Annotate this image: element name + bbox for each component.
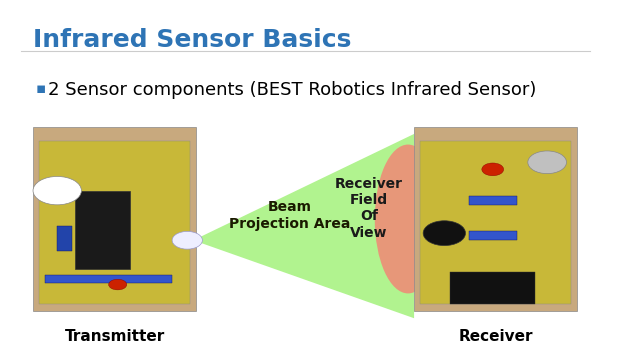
Bar [57,226,72,251]
Text: Receiver
Field
Of
View: Receiver Field Of View [335,177,403,240]
Text: 2 Sensor components (BEST Robotics Infrared Sensor): 2 Sensor components (BEST Robotics Infra… [48,81,536,99]
Circle shape [423,221,465,246]
Circle shape [172,231,202,249]
Circle shape [528,151,566,174]
Ellipse shape [375,145,442,293]
Bar [45,275,172,283]
Bar [33,127,196,311]
Bar [451,272,535,304]
Circle shape [109,279,127,290]
Bar [420,141,572,304]
Text: Infrared Sensor Basics: Infrared Sensor Basics [33,28,351,51]
Text: Beam
Projection Area: Beam Projection Area [229,201,351,230]
Text: Transmitter: Transmitter [65,329,165,344]
Bar [468,196,517,205]
Circle shape [33,176,81,205]
Text: ▪: ▪ [36,81,47,96]
Bar [468,231,517,240]
Bar [414,127,577,311]
Text: Receiver: Receiver [458,329,533,344]
Bar [76,191,130,269]
Bar [39,141,190,304]
Circle shape [482,163,504,176]
Polygon shape [193,134,414,318]
